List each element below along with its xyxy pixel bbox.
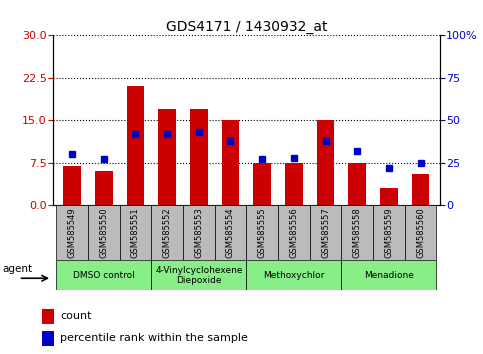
Text: GSM585551: GSM585551 (131, 207, 140, 258)
Bar (373, 205, 405, 260)
Text: GSM585558: GSM585558 (353, 207, 362, 258)
Bar (412, 174, 429, 205)
Bar (317, 120, 334, 205)
Bar (278, 205, 310, 260)
Bar (310, 205, 341, 260)
Bar (190, 109, 208, 205)
Text: GSM585553: GSM585553 (194, 207, 203, 258)
Bar (57, 205, 88, 260)
Text: 4-Vinylcyclohexene
Diepoxide: 4-Vinylcyclohexene Diepoxide (155, 266, 242, 285)
Text: GSM585556: GSM585556 (289, 207, 298, 258)
Text: GSM585559: GSM585559 (384, 207, 393, 258)
Bar (380, 188, 398, 205)
Bar (127, 86, 144, 205)
Bar (285, 163, 302, 205)
Bar (95, 171, 113, 205)
Text: GSM585549: GSM585549 (68, 207, 77, 258)
Bar (42, 309, 54, 324)
Bar (341, 205, 373, 260)
Bar (57, 260, 151, 290)
Bar (120, 205, 151, 260)
Text: GSM585554: GSM585554 (226, 207, 235, 258)
Bar (214, 205, 246, 260)
Bar (88, 205, 120, 260)
Text: Methoxychlor: Methoxychlor (263, 271, 325, 280)
Bar (341, 260, 436, 290)
Bar (183, 205, 214, 260)
Bar (348, 163, 366, 205)
Text: GSM585560: GSM585560 (416, 207, 425, 258)
Bar (246, 205, 278, 260)
Text: agent: agent (3, 264, 33, 274)
Text: percentile rank within the sample: percentile rank within the sample (60, 333, 248, 343)
Bar (254, 163, 271, 205)
Bar (158, 109, 176, 205)
Title: GDS4171 / 1430932_at: GDS4171 / 1430932_at (166, 21, 327, 34)
Text: count: count (60, 312, 92, 321)
Text: GSM585555: GSM585555 (257, 207, 267, 258)
Bar (222, 120, 239, 205)
Bar (42, 331, 54, 346)
Bar (246, 260, 341, 290)
Bar (151, 205, 183, 260)
Bar (405, 205, 436, 260)
Text: DMSO control: DMSO control (73, 271, 135, 280)
Text: Menadione: Menadione (364, 271, 414, 280)
Text: GSM585557: GSM585557 (321, 207, 330, 258)
Bar (151, 260, 246, 290)
Text: GSM585550: GSM585550 (99, 207, 108, 258)
Text: GSM585552: GSM585552 (163, 207, 171, 258)
Bar (63, 166, 81, 205)
